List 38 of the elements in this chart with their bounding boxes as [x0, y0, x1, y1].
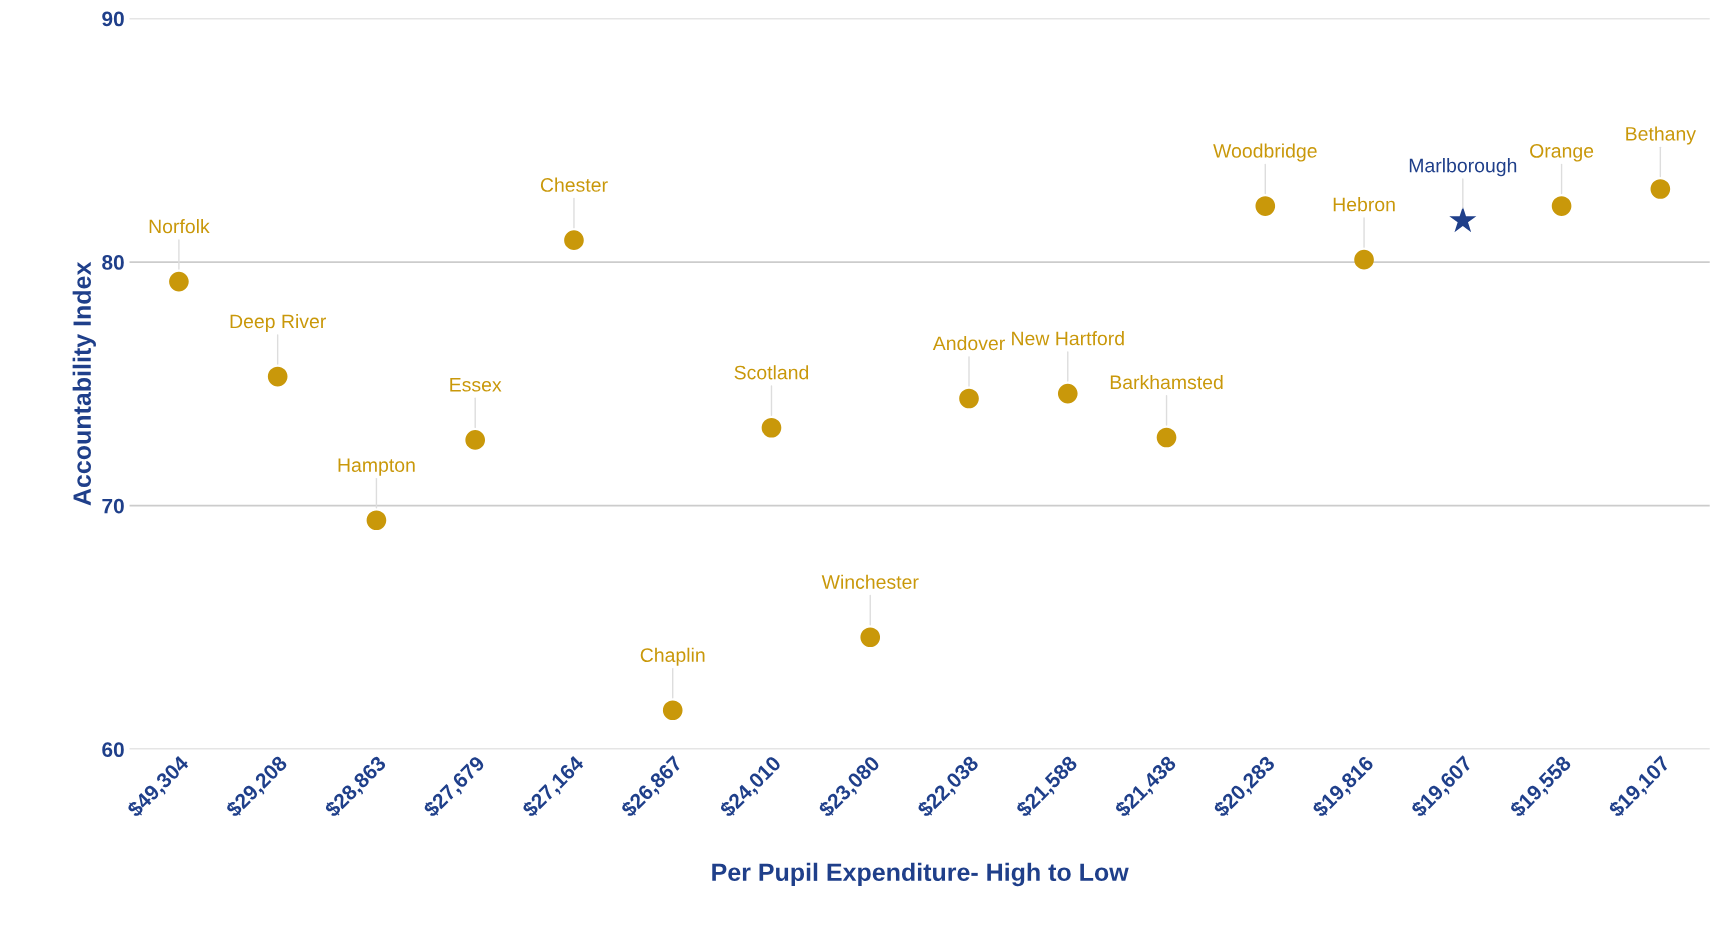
- point: [169, 271, 189, 292]
- annotation: Barkhamsted: [1110, 374, 1223, 390]
- x-axis-title: Per Pupil Expenditure- High to Low: [712, 862, 1129, 887]
- point: [860, 627, 881, 648]
- annotation: Chester: [540, 177, 608, 192]
- annotation: Essex: [450, 378, 502, 392]
- annotation: Scotland: [734, 365, 809, 380]
- annotation: Hebron: [1333, 197, 1395, 212]
- y-tick-label: 60: [102, 742, 124, 757]
- annotation: Hampton: [338, 458, 415, 476]
- y-axis-title: Accountability Index: [72, 261, 96, 506]
- point: [564, 230, 584, 250]
- annotation: Bethany: [1626, 126, 1696, 145]
- point: [1449, 206, 1477, 233]
- annotation: Woodbridge: [1213, 143, 1317, 162]
- point: [1255, 196, 1276, 216]
- annotation: Chaplin: [640, 647, 705, 666]
- annotation: Winchester: [821, 574, 919, 589]
- annotation: Marlborough: [1409, 158, 1517, 177]
- point: [1551, 196, 1572, 216]
- y-tick-label: 70: [102, 498, 124, 514]
- point: [366, 510, 387, 531]
- point: [761, 417, 782, 438]
- annotation: New Hartford: [1012, 331, 1124, 346]
- y-tick-label: 80: [102, 255, 124, 270]
- annotation: Orange: [1530, 144, 1594, 162]
- point: [465, 430, 486, 450]
- point: [1354, 249, 1374, 270]
- point: [1156, 427, 1177, 448]
- point: [959, 388, 979, 409]
- y-tick-label: 90: [102, 11, 124, 27]
- point: [267, 366, 288, 387]
- point: [1057, 383, 1078, 404]
- annotation: Deep River: [230, 314, 326, 333]
- point: [1650, 179, 1671, 199]
- point: [662, 700, 683, 721]
- annotation: Norfolk: [149, 219, 210, 234]
- annotation: Andover: [932, 335, 1005, 351]
